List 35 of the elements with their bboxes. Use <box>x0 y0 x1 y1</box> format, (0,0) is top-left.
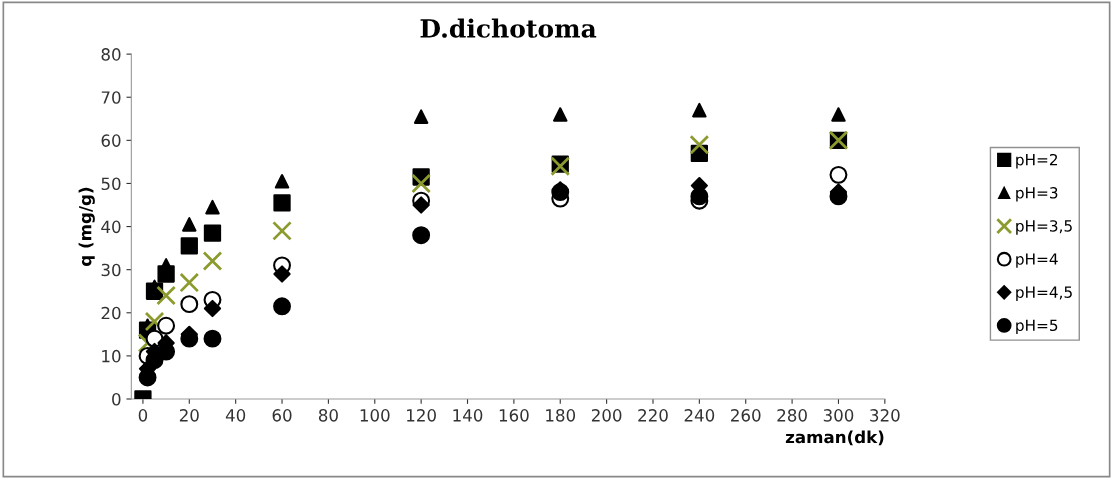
y-tick-label: 20 <box>101 306 121 320</box>
y-tick-label: 60 <box>101 134 121 147</box>
legend-label: pH=4,5 <box>1016 286 1072 301</box>
x-tick-label: 140 <box>453 409 483 422</box>
x-tick-label: 320 <box>870 409 900 422</box>
y-tick-label: 10 <box>102 349 121 363</box>
y-axis-title: q (mg/g) <box>78 187 95 266</box>
y-tick-label: 40 <box>101 220 121 234</box>
x-axis-title: zaman(dk) <box>785 430 884 446</box>
x-tick-label: 0 <box>138 409 148 422</box>
x-tick-label: 220 <box>638 409 668 422</box>
legend-label: pH=2 <box>1016 153 1058 169</box>
x-tick-label: 300 <box>823 409 854 422</box>
x-tick-label: 240 <box>684 409 715 422</box>
x-tick-label: 60 <box>272 409 292 422</box>
x-tick-label: 100 <box>360 409 390 422</box>
x-tick-label: 280 <box>777 409 807 422</box>
x-tick-label: 180 <box>546 409 576 422</box>
y-tick-label: 0 <box>112 392 121 406</box>
x-tick-label: 260 <box>731 409 761 422</box>
legend-label: pH=3,5 <box>1016 220 1072 235</box>
x-tick-label: 40 <box>225 409 246 422</box>
legend-label: pH=5 <box>1016 319 1058 334</box>
chart-title: D.dichotoma <box>420 18 597 38</box>
y-tick-label: 30 <box>101 263 121 277</box>
x-tick-label: 160 <box>499 409 529 422</box>
x-tick-label: 200 <box>591 409 622 422</box>
x-tick-label: 20 <box>179 409 199 422</box>
y-tick-label: 50 <box>101 177 121 191</box>
x-tick-label: 80 <box>318 409 338 422</box>
legend-label: pH=4 <box>1016 253 1058 268</box>
legend-label: pH=3 <box>1016 187 1058 202</box>
y-tick-label: 80 <box>101 48 121 61</box>
x-tick-label: 120 <box>407 409 436 422</box>
y-tick-label: 70 <box>101 91 121 104</box>
